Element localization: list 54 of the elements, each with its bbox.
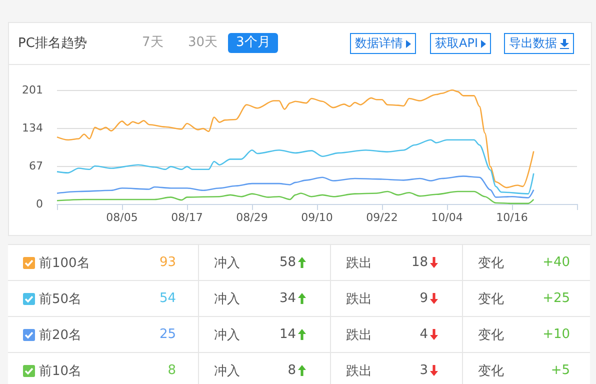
text: 7天 <box>141 34 164 52</box>
x-tick-label: 09/22 <box>366 211 398 224</box>
data-label: +10 <box>542 327 570 342</box>
line-series <box>56 89 534 188</box>
text: 获取API <box>435 35 478 52</box>
text: 变化 <box>478 328 504 342</box>
line-series <box>56 190 534 204</box>
data-label: +40 <box>542 255 570 270</box>
x-tick-label: 10/04 <box>431 211 463 224</box>
x-tick-label: 08/17 <box>171 211 203 224</box>
x-tick-label: 10/16 <box>496 211 528 224</box>
x-tick-label: 09/10 <box>301 211 333 224</box>
text: 变化 <box>478 292 504 306</box>
data-label: 8 <box>168 363 176 378</box>
text: 变化 <box>478 364 504 378</box>
data-label: 9 <box>420 291 429 306</box>
text: 冲入 <box>214 292 240 306</box>
chart-title: PC排名趋势 <box>18 35 87 52</box>
data-label: 8 <box>288 363 297 378</box>
data-label: 14 <box>279 327 297 342</box>
category-label: 前50名 <box>39 290 82 308</box>
text: 冲入 <box>214 364 240 378</box>
data-label: 4 <box>420 327 429 342</box>
data-label: +25 <box>542 291 570 306</box>
data-label: 3 <box>420 363 429 378</box>
category-label: 前100名 <box>39 254 90 272</box>
category-label: 前10名 <box>39 362 82 380</box>
text: 跌出 <box>346 328 372 342</box>
data-label: 54 <box>159 291 176 306</box>
text: 跌出 <box>346 254 372 272</box>
x-tick-label: 08/05 <box>106 211 138 224</box>
text: 数据详情 <box>355 35 403 52</box>
text: 变化 <box>478 254 504 272</box>
data-label: 93 <box>159 255 176 270</box>
y-tick-label: 201 <box>22 84 43 96</box>
text: 3个月 <box>228 33 278 53</box>
x-tick-label: 08/29 <box>236 211 268 224</box>
y-tick-label: 0 <box>36 198 43 210</box>
data-label: 34 <box>279 291 297 306</box>
data-label: 25 <box>159 327 176 342</box>
y-tick-label: 134 <box>22 122 43 134</box>
text: 冲入 <box>214 328 240 342</box>
text: 跌出 <box>346 364 372 378</box>
y-tick-label: 67 <box>29 160 43 172</box>
text: 导出数据 <box>509 35 557 52</box>
category-label: 前20名 <box>39 326 82 344</box>
text: 跌出 <box>346 292 372 306</box>
data-label: 18 <box>411 255 429 270</box>
data-label: +5 <box>550 363 570 378</box>
line-series <box>56 139 534 194</box>
data-label: 58 <box>279 255 297 270</box>
line-series <box>56 176 534 198</box>
text: 30天 <box>187 34 219 52</box>
text: 冲入 <box>214 254 240 272</box>
